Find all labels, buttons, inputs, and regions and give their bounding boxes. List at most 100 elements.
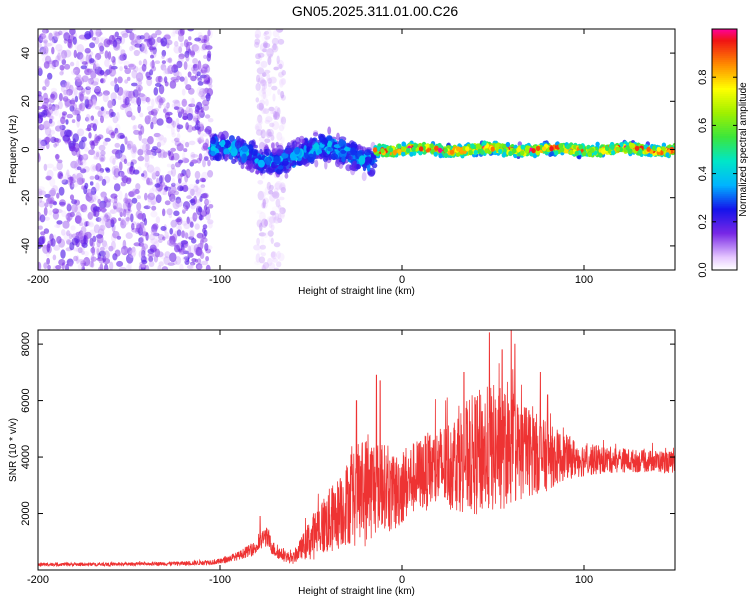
- heatmap-cell: [78, 103, 83, 109]
- heatmap-cell: [176, 133, 181, 140]
- heatmap-cell: [150, 200, 155, 206]
- heatmap-cell: [56, 138, 61, 143]
- heatmap-cell: [154, 183, 161, 188]
- heatmap-cell: [348, 155, 353, 161]
- heatmap-cell: [279, 182, 286, 191]
- colorbar-segment: [712, 131, 737, 135]
- heatmap-cell: [178, 53, 185, 60]
- heatmap-cell: [39, 190, 46, 196]
- heatmap-cell: [577, 154, 582, 160]
- heatmap-cell: [75, 255, 80, 265]
- heatmap-cell: [182, 250, 190, 255]
- heatmap-cell: [163, 108, 167, 113]
- heatmap-cell: [153, 107, 160, 113]
- heatmap-cell: [190, 151, 196, 160]
- heatmap-cell: [127, 210, 131, 220]
- heatmap-cell: [111, 71, 117, 76]
- heatmap-cell: [88, 189, 96, 198]
- heatmap-cell: [582, 151, 587, 157]
- heatmap-cell: [413, 143, 418, 149]
- heatmap-cell: [105, 126, 113, 134]
- heatmap-cell: [69, 29, 76, 36]
- heatmap-cell: [535, 145, 541, 151]
- colorbar-segment: [712, 55, 737, 58]
- colorbar-segment: [712, 133, 737, 137]
- heatmap-cell: [60, 249, 66, 259]
- heatmap-cell: [199, 210, 208, 217]
- heatmap-cell: [40, 123, 49, 131]
- heatmap-cell: [276, 107, 281, 117]
- heatmap-cell: [114, 83, 120, 93]
- heatmap-cell: [265, 168, 273, 174]
- heatmap-cell: [79, 54, 85, 63]
- heatmap-cell: [169, 80, 177, 89]
- heatmap-cell: [271, 44, 279, 53]
- heatmap-cell: [397, 148, 402, 154]
- heatmap-cell: [66, 88, 73, 96]
- heatmap-cell: [43, 120, 50, 130]
- heatmap-cell: [148, 110, 155, 116]
- heatmap-cell: [110, 111, 116, 117]
- heatmap-cell: [264, 35, 271, 40]
- heatmap-cell: [118, 266, 127, 270]
- heatmap-cell: [123, 158, 128, 165]
- heatmap-cell: [265, 116, 273, 123]
- heatmap-cell: [388, 147, 394, 153]
- heatmap-cell: [262, 108, 270, 114]
- heatmap-cell: [78, 140, 86, 150]
- heatmap-cell: [208, 204, 214, 209]
- heatmap-cell: [109, 209, 117, 215]
- heatmap-cell: [100, 115, 104, 124]
- heatmap-cell: [164, 174, 172, 183]
- colorbar-tick-label: 0.0: [697, 262, 709, 277]
- heatmap-cell: [208, 221, 213, 229]
- top-x-axis-label: Height of straight line (km): [298, 286, 415, 297]
- heatmap-cell: [202, 88, 210, 94]
- heatmap-cell: [38, 35, 44, 44]
- heatmap-cell: [61, 49, 68, 59]
- heatmap-cell: [638, 149, 643, 155]
- colorbar-segment: [712, 157, 737, 161]
- heatmap-cell: [93, 88, 101, 94]
- colorbar-segment: [712, 251, 737, 255]
- heatmap-cell: [92, 197, 97, 203]
- heatmap-cell: [595, 141, 600, 147]
- heatmap-cell: [38, 188, 43, 197]
- heatmap-cell: [140, 125, 145, 135]
- heatmap-cell: [257, 114, 263, 124]
- heatmap-cell: [81, 185, 85, 190]
- heatmap-cell: [267, 53, 273, 59]
- heatmap-cell: [263, 232, 268, 239]
- heatmap-cell: [278, 71, 284, 78]
- heatmap-cell: [44, 127, 52, 136]
- colorbar-segment: [712, 87, 737, 90]
- heatmap-cell: [173, 45, 181, 54]
- heatmap-cell: [95, 182, 100, 192]
- heatmap-cell: [516, 146, 521, 153]
- heatmap-cell: [110, 209, 115, 214]
- colorbar-segment: [712, 185, 737, 189]
- heatmap-cell: [107, 100, 113, 109]
- heatmap-cell: [175, 117, 180, 127]
- heatmap-cell: [89, 42, 96, 49]
- heatmap-cell: [68, 233, 73, 240]
- heatmap-cell: [143, 205, 151, 210]
- heatmap-cell: [81, 266, 85, 270]
- colorbar-segment: [712, 153, 737, 157]
- heatmap-cell: [169, 228, 173, 235]
- heatmap-cell: [273, 242, 281, 248]
- heatmap-cell: [196, 232, 204, 239]
- top-x-tick-label: -100: [209, 274, 231, 286]
- colorbar-segment: [712, 89, 737, 92]
- heatmap-cell: [117, 95, 122, 101]
- heatmap-cell: [96, 234, 104, 244]
- top-y-tick-label: 20: [20, 95, 32, 107]
- heatmap-cell: [146, 181, 154, 186]
- heatmap-cell: [75, 158, 81, 167]
- heatmap-cell: [277, 89, 281, 95]
- heatmap-cell: [94, 86, 101, 93]
- heatmap-cell: [228, 135, 235, 142]
- heatmap-cell: [176, 143, 184, 152]
- heatmap-cell: [188, 244, 197, 255]
- heatmap-cell: [433, 151, 438, 157]
